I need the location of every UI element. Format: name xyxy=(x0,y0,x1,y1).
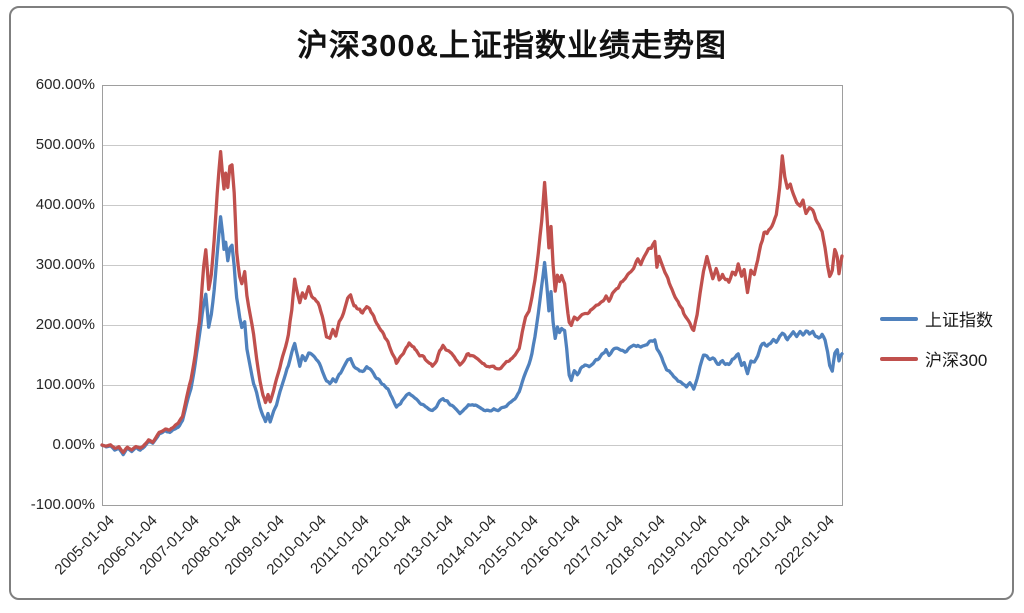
legend-item-shanghai-index: 上证指数 xyxy=(880,306,993,331)
chart-title: 沪深300&上证指数业绩走势图 xyxy=(296,28,728,63)
y-tick-label: 600.00% xyxy=(35,76,95,93)
y-tick-label: 400.00% xyxy=(35,196,95,213)
y-tick-label: 500.00% xyxy=(35,136,95,153)
legend-label-hs300: 沪深300 xyxy=(925,351,988,370)
plot-border xyxy=(102,85,843,506)
y-tick-label: 0.00% xyxy=(52,436,95,453)
shanghai-index-line xyxy=(100,215,844,457)
red-line-swatch-icon xyxy=(880,356,918,361)
y-tick-label: -100.00% xyxy=(30,496,95,513)
legend-label-shanghai-index: 上证指数 xyxy=(925,311,993,330)
y-tick-label: 200.00% xyxy=(35,316,95,333)
legend-item-hs300: 沪深300 xyxy=(880,346,993,371)
gridlines xyxy=(102,85,842,506)
y-tick-label: 300.00% xyxy=(35,256,95,273)
blue-line-swatch-icon xyxy=(880,316,918,321)
y-tick-label: 100.00% xyxy=(35,376,95,393)
legend: 上证指数 沪深300 xyxy=(880,306,993,386)
chart-frame xyxy=(9,6,1014,600)
hs300-line xyxy=(100,149,844,455)
